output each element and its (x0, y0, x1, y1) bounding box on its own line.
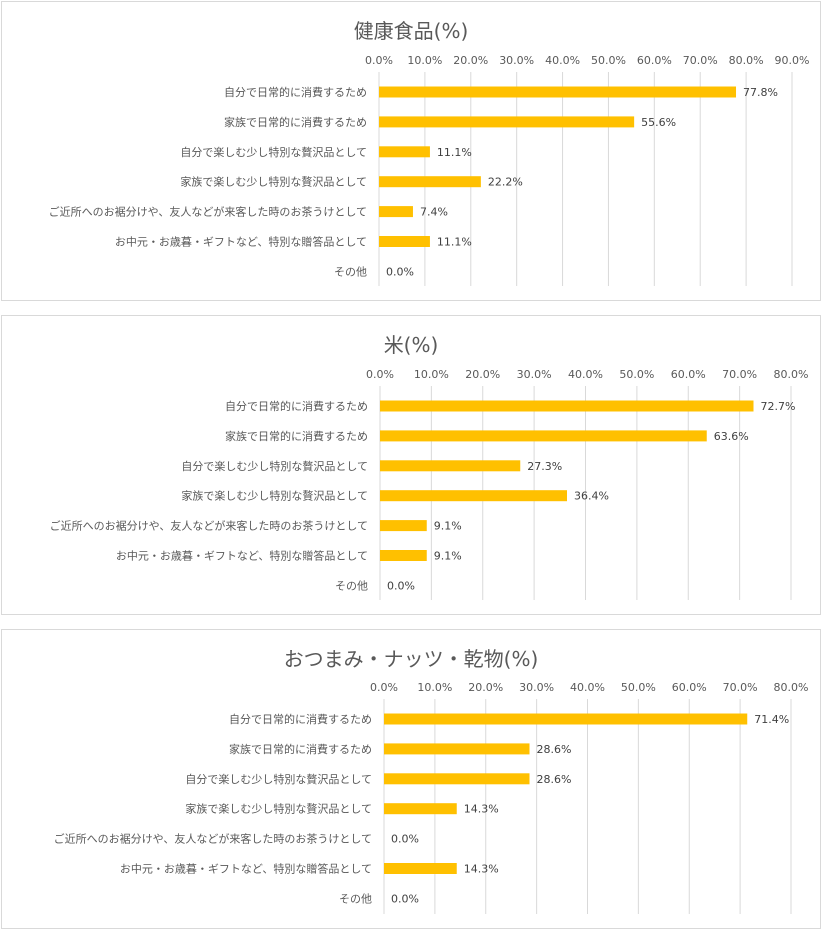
value-label: 0.0% (391, 833, 419, 846)
bar (380, 550, 427, 561)
x-tick-label: 80.0% (774, 681, 809, 694)
x-tick-label: 70.0% (683, 54, 718, 67)
bar (379, 176, 481, 188)
x-tick-label: 10.0% (414, 368, 449, 381)
x-tick-label: 30.0% (499, 54, 534, 67)
x-tick-label: 90.0% (775, 54, 810, 67)
value-label: 7.4% (420, 206, 448, 219)
bar (379, 206, 413, 218)
category-label: ご近所へのお裾分けや、友人などが来客した時のお茶うけとして (49, 205, 367, 219)
value-label: 22.2% (488, 176, 523, 189)
category-label: 自分で日常的に消費するため (229, 712, 372, 726)
category-label: お中元・お歳暮・ギフトなど、特別な贈答品として (116, 549, 368, 563)
x-tick-label: 60.0% (671, 368, 706, 381)
bar (380, 490, 568, 502)
x-tick-label: 0.0% (366, 368, 394, 381)
category-label: その他 (335, 579, 368, 592)
chart-title: 健康食品(%) (353, 19, 469, 43)
value-label: 72.7% (760, 400, 795, 413)
bar (379, 236, 430, 247)
chart-svg: 0.0% 10.0% 20.0% 30.0% 40.0% 50.0% 60.0% 70.0% 8… (49, 54, 810, 286)
x-tick-label: 20.0% (465, 368, 500, 381)
x-tick-label: 30.0% (519, 681, 554, 694)
x-tick-label: 70.0% (722, 368, 757, 381)
chart-panel-health-food: 健康食品(%) 0.0% 10.0% 20.0% 30.0% 40.0% 50.0% 60.… (1, 1, 821, 301)
x-tick-label: 60.0% (637, 54, 672, 67)
value-label: 9.1% (434, 520, 462, 533)
category-label: その他 (339, 892, 372, 905)
x-tick-label: 50.0% (591, 54, 626, 67)
category-label: 家族で日常的に消費するため (225, 429, 368, 443)
x-tick-label: 20.0% (468, 681, 503, 694)
x-tick-label: 50.0% (621, 681, 656, 694)
x-tick-label: 40.0% (568, 368, 603, 381)
chart-title: 米(%) (383, 333, 439, 357)
value-label: 77.8% (743, 86, 778, 99)
x-tick-label: 80.0% (774, 368, 809, 381)
value-label: 0.0% (387, 579, 415, 592)
value-label: 63.6% (714, 430, 749, 443)
value-label: 11.1% (437, 236, 472, 249)
x-tick-label: 50.0% (619, 368, 654, 381)
chart-title: おつまみ・ナッツ・乾物(%) (283, 647, 539, 671)
value-label: 9.1% (434, 550, 462, 563)
category-label: 自分で楽しむ少し特別な贅沢品として (185, 772, 372, 786)
value-label: 28.6% (537, 743, 572, 756)
x-tick-label: 0.0% (365, 54, 393, 67)
category-label: 家族で日常的に消費するため (229, 742, 372, 756)
category-label: その他 (334, 265, 367, 278)
bar (384, 743, 530, 755)
bar (379, 116, 635, 128)
x-tick-label: 10.0% (407, 54, 442, 67)
x-tick-label: 0.0% (370, 681, 398, 694)
chart-panel-rice: 米(%) 0.0% 10.0% 20.0% 30.0% 40.0% 50.0% 60.0% 7… (1, 315, 821, 615)
chart-panel-snacks: おつまみ・ナッツ・乾物(%) 0.0% 10.0% 20.0% 30.0% 40.0% 5… (1, 629, 821, 929)
x-tick-label: 40.0% (545, 54, 580, 67)
chart-svg: 0.0% 10.0% 20.0% 30.0% 40.0% 50.0% 60.0% 70.0% 8… (50, 368, 809, 600)
value-label: 14.3% (464, 803, 499, 816)
bar (379, 86, 737, 98)
category-label: 家族で楽しむ少し特別な贅沢品として (185, 802, 372, 816)
chart-svg: 0.0% 10.0% 20.0% 30.0% 40.0% 50.0% 60.0% 70.0% 8… (54, 681, 809, 914)
category-label: 自分で日常的に消費するため (224, 85, 367, 99)
bar (384, 863, 457, 874)
value-label: 11.1% (437, 146, 472, 159)
bar (384, 713, 748, 725)
category-label: ご近所へのお裾分けや、友人などが来客した時のお茶うけとして (50, 519, 368, 533)
category-label: お中元・お歳暮・ギフトなど、特別な贈答品として (120, 862, 372, 876)
category-label: 家族で日常的に消費するため (224, 115, 367, 129)
bar (384, 803, 457, 815)
bar (380, 520, 427, 532)
category-label: 家族で楽しむ少し特別な贅沢品として (181, 489, 368, 503)
bar (380, 430, 707, 442)
bar (380, 460, 521, 472)
x-tick-label: 60.0% (672, 681, 707, 694)
category-label: 自分で楽しむ少し特別な贅沢品として (180, 145, 367, 159)
value-label: 36.4% (574, 490, 609, 503)
value-label: 27.3% (527, 460, 562, 473)
category-label: 自分で楽しむ少し特別な贅沢品として (181, 459, 368, 473)
bar (379, 146, 430, 158)
value-label: 55.6% (641, 116, 676, 129)
category-label: 家族で楽しむ少し特別な贅沢品として (180, 175, 367, 189)
category-label: 自分で日常的に消費するため (225, 399, 368, 413)
value-label: 0.0% (391, 892, 419, 905)
value-label: 71.4% (754, 713, 789, 726)
value-label: 14.3% (464, 863, 499, 876)
x-tick-label: 80.0% (729, 54, 764, 67)
x-tick-label: 20.0% (453, 54, 488, 67)
x-tick-label: 70.0% (723, 681, 758, 694)
x-tick-label: 30.0% (517, 368, 552, 381)
bar (380, 400, 754, 412)
x-tick-label: 10.0% (417, 681, 452, 694)
value-label: 28.6% (537, 773, 572, 786)
category-label: ご近所へのお裾分けや、友人などが来客した時のお茶うけとして (54, 832, 372, 846)
category-label: お中元・お歳暮・ギフトなど、特別な贈答品として (115, 235, 367, 249)
x-tick-label: 40.0% (570, 681, 605, 694)
bar (384, 773, 530, 785)
value-label: 0.0% (386, 265, 414, 278)
